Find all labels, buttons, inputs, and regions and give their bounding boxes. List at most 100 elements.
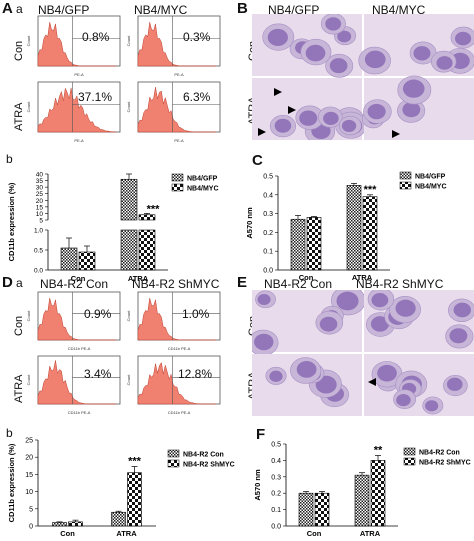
y-tick-label: 25: [36, 191, 44, 198]
panel-b-col-title-1: NB4/GFP: [268, 3, 320, 17]
micrograph-con-2: [364, 287, 474, 352]
y-tick-label: 0.1: [263, 249, 273, 256]
flow-count-label: Count: [126, 310, 131, 322]
y-tick-label: 20: [25, 455, 33, 462]
significance-label: ***: [364, 184, 378, 196]
panel-d-row-atra: ATRA: [13, 374, 25, 403]
y-tick-label: 15: [25, 472, 33, 479]
arrow-marker-icon: [258, 128, 266, 136]
micrograph-con-1: [252, 13, 362, 78]
arrow-marker-icon: [288, 106, 296, 114]
significance-label: ***: [147, 203, 161, 215]
flow-axis-label: PE-A: [74, 138, 84, 143]
panel-b-letter: B: [237, 0, 248, 17]
panel-a-sub-b: b: [6, 152, 13, 166]
micrograph-atra-2: [364, 354, 474, 416]
legend-label: NB4/GFP: [415, 174, 446, 181]
bar: [370, 460, 386, 527]
y-tick-label: 0.1: [271, 507, 281, 514]
y-tick-label: 0.3: [271, 474, 281, 481]
panel-d-flow-grid: CD11b PE-A Count CD11b PE-A Count CD11b PE-A…: [26, 290, 224, 416]
chart-db: 0 5 10 15 20 25 CD11b expression (%) Con *** ATRA…: [7, 438, 235, 539]
flow-histogram-con-2: CD11b PE-A Count: [126, 291, 221, 351]
category-label: Con: [71, 274, 86, 283]
y-axis-label: A570 nm: [245, 207, 254, 239]
chart-c: 0.0 0.1 0.2 0.3 0.4 0.5 A570 nm Con *** ATRA NB4/G…: [245, 171, 447, 282]
significance-label: ***: [128, 455, 142, 467]
panel-d-pct-con-con: 0.9%: [84, 307, 112, 321]
panel-a-pct-con-myc: 0.3%: [183, 30, 211, 44]
legend-label: NB4-R2 ShMYC: [419, 460, 471, 467]
panel-c-letter: C: [252, 152, 263, 169]
panel-e-col-title-1: NB4-R2 Con: [264, 277, 333, 291]
flow-histogram-con-2: PE-A Count: [126, 15, 221, 77]
flow-histogram-atra-2: PE-A Count: [126, 81, 221, 143]
panel-a-pct-con-gfp: 0.8%: [82, 30, 110, 44]
panel-a-letter: A: [2, 0, 13, 17]
panel-a-col-title-1: NB4/GFP: [38, 3, 90, 17]
bar: [52, 522, 67, 527]
category-label: ATRA: [116, 529, 137, 538]
flow-count-label: Count: [26, 101, 31, 113]
y-tick-label: 0.2: [271, 491, 281, 498]
significance-label: **: [374, 444, 383, 456]
panel-d-letter: D: [2, 274, 13, 291]
flow-count-label: Count: [26, 374, 31, 386]
bar-lower: [120, 229, 138, 271]
y-tick-label: 25: [25, 438, 33, 445]
flow-count-label: Count: [26, 35, 31, 47]
legend-swatch: [171, 173, 184, 182]
bar: [111, 511, 126, 527]
panel-d-pct-atra-con: 3.4%: [84, 367, 112, 381]
flow-axis-label: CD11b PE-A: [168, 410, 191, 415]
micrograph-con-1: [247, 285, 366, 356]
category-label: Con: [60, 529, 75, 538]
legend-label: NB4/MYC: [415, 184, 447, 191]
legend-label: NB4-R2 ShMYC: [183, 462, 235, 469]
y-tick-label: 5: [39, 218, 43, 225]
flow-axis-label: PE-A: [174, 138, 184, 143]
y-tick-label: 0.4: [263, 192, 273, 199]
y-tick-label: 0.0: [34, 268, 43, 275]
bar: [127, 472, 142, 527]
panel-d-row-con: Con: [13, 315, 25, 336]
panel-d-sub-a: a: [16, 276, 23, 290]
legend-label: NB4/MYC: [187, 186, 219, 193]
bar-upper: [120, 178, 138, 221]
panel-a-row-con: Con: [13, 40, 25, 61]
chart-f: 0.0 0.1 0.2 0.3 0.4 0.5 A570 nm Con ** ATRA NB4-R2…: [253, 442, 471, 539]
y-tick-label: 1.0: [34, 228, 43, 235]
bar-upper: [138, 214, 156, 221]
y-tick-label: 20: [36, 198, 44, 205]
micrograph-con-2: [358, 14, 474, 76]
flow-count-label: Count: [126, 101, 131, 113]
panel-a-pct-atra-gfp: 37.1%: [78, 90, 113, 104]
panel-f-letter: F: [256, 426, 266, 443]
panel-e-micrograph-grid: [247, 285, 474, 421]
y-tick-label: 0.5: [34, 248, 43, 255]
panel-e-letter: E: [237, 274, 248, 291]
y-tick-label: 0.4: [271, 458, 281, 465]
bar: [346, 185, 362, 271]
panel-b-micrograph-grid: [252, 13, 474, 145]
y-axis-label: CD11b expression (%): [7, 182, 16, 261]
category-label: ATRA: [360, 529, 381, 538]
micrograph-atra-2: [361, 75, 474, 140]
flow-axis-label: CD11b PE-A: [68, 410, 91, 415]
bar: [314, 492, 330, 527]
category-label: Con: [307, 529, 322, 538]
legend-swatch: [167, 459, 180, 468]
y-axis-label: CD11b expression (%): [7, 443, 16, 522]
panel-a-sub-a: a: [16, 2, 23, 16]
legend-swatch: [171, 183, 184, 192]
panel-d-col-title-2: NB4-R2 ShMYC: [132, 277, 220, 291]
legend-swatch: [399, 181, 412, 190]
bar: [354, 474, 370, 527]
bar: [78, 251, 96, 271]
panel-a-flow-grid: PE-A Count PE-A Count PE-A Count PE-A Count: [26, 14, 224, 144]
arrow-marker-icon: [368, 378, 376, 386]
flow-axis-label: PE-A: [74, 72, 84, 77]
flow-histogram-atra-1: CD11b PE-A Count: [26, 355, 121, 415]
panel-a-pct-atra-myc: 6.3%: [183, 90, 211, 104]
flow-histogram-atra-1: PE-A Count: [26, 81, 121, 143]
